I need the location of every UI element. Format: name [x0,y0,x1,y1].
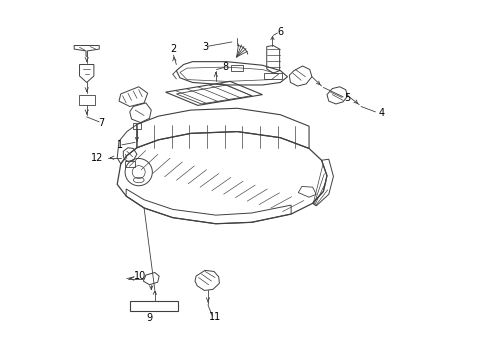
Text: 9: 9 [146,313,152,323]
Text: 1: 1 [117,140,122,150]
Text: 11: 11 [208,312,221,322]
Text: 3: 3 [202,42,208,51]
Text: 8: 8 [223,62,228,72]
Text: 6: 6 [277,27,283,37]
Text: 10: 10 [134,271,146,281]
Text: 12: 12 [90,153,103,163]
Text: 5: 5 [344,93,350,103]
Text: 7: 7 [98,118,104,128]
Text: 4: 4 [378,108,384,118]
Text: 2: 2 [170,44,176,54]
